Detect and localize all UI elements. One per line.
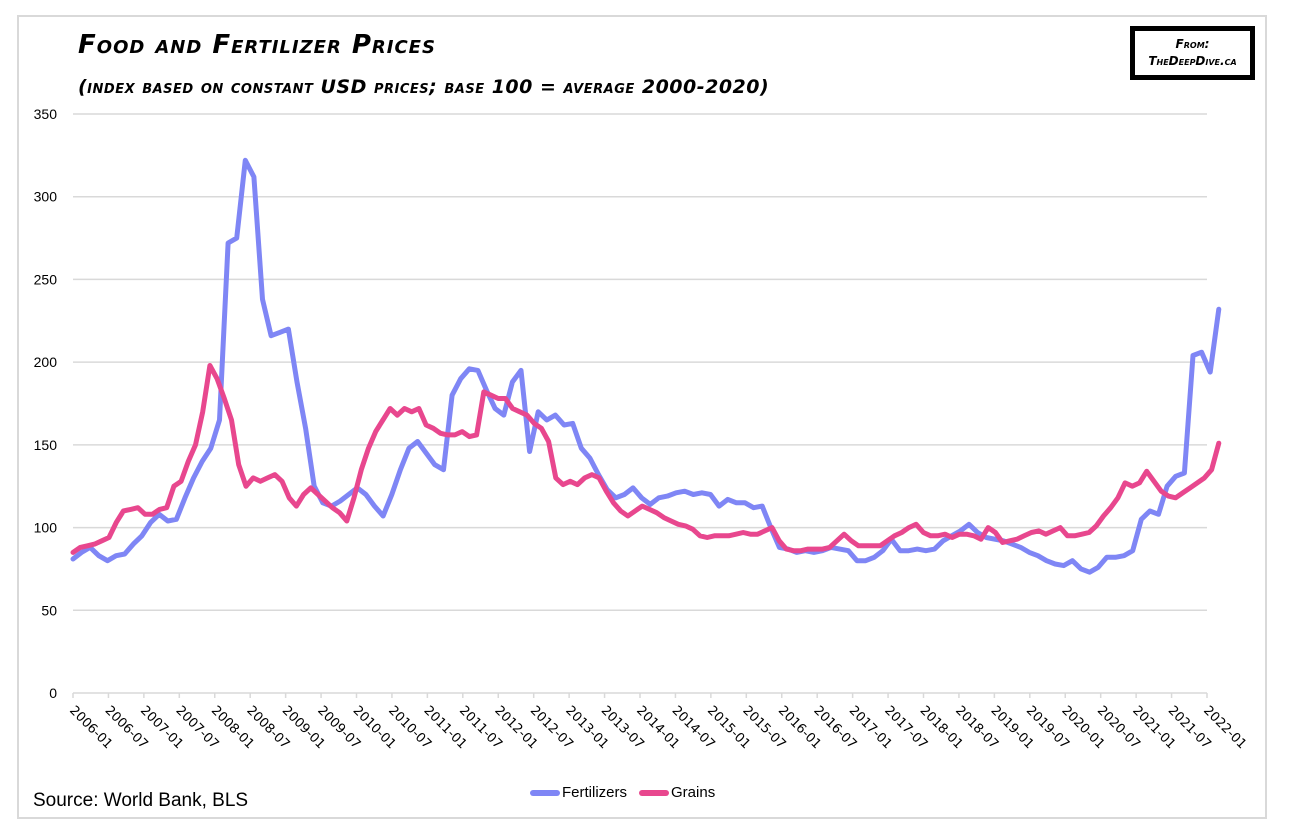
y-tick-label: 50: [41, 602, 57, 618]
legend-label: Grains: [671, 784, 716, 801]
y-tick-label: 350: [34, 106, 58, 122]
legend-item-grains[interactable]: Grains: [639, 784, 715, 801]
y-tick-label: 100: [34, 520, 58, 536]
y-tick-label: 300: [34, 189, 58, 205]
gridlines: [73, 113, 1207, 694]
x-axis: 2006-012006-072007-012007-072008-012008-…: [66, 693, 1249, 752]
chart-subtitle: (index based on constant USD prices; bas…: [78, 76, 770, 98]
y-tick-label: 150: [34, 437, 58, 453]
legend: Fertilizers Grains: [530, 784, 715, 801]
source-note: Source: World Bank, BLS: [33, 790, 249, 811]
series-line-grains: [70, 363, 1222, 555]
y-tick-label: 200: [34, 354, 58, 370]
badge-site: TheDeepDive.ca: [1148, 54, 1237, 68]
y-axis: 0 50 100 150 200 250 300 350: [34, 106, 58, 701]
y-tick-label: 0: [49, 685, 57, 701]
legend-item-fertilizers[interactable]: Fertilizers: [530, 784, 627, 801]
chart-frame: [17, 15, 1267, 819]
series-line-fertilizers: [70, 157, 1222, 575]
series-lines: [70, 157, 1222, 575]
legend-label: Fertilizers: [562, 784, 628, 801]
legend-swatch-grains: [639, 789, 670, 796]
chart-title: Food and Fertilizer Prices: [78, 30, 436, 60]
legend-swatch-fertilizers: [530, 789, 560, 796]
source-badge: From: TheDeepDive.ca: [1130, 26, 1255, 80]
badge-from: From:: [1175, 37, 1210, 51]
y-tick-label: 250: [34, 271, 58, 287]
